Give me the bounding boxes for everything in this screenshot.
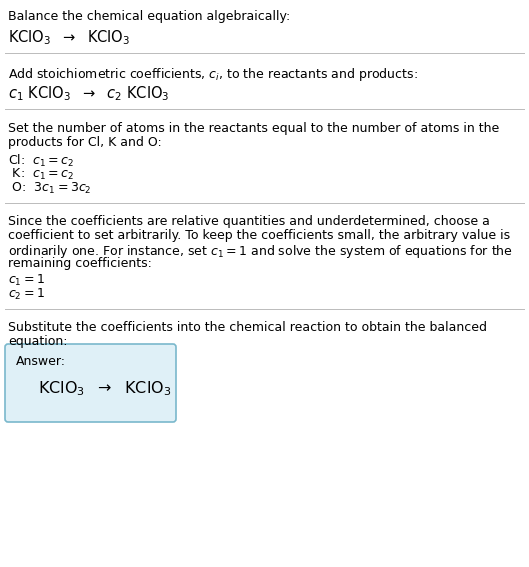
Text: ordinarily one. For instance, set $c_1 = 1$ and solve the system of equations fo: ordinarily one. For instance, set $c_1 =… <box>8 243 513 260</box>
Text: equation:: equation: <box>8 335 68 348</box>
Text: Since the coefficients are relative quantities and underdetermined, choose a: Since the coefficients are relative quan… <box>8 215 490 228</box>
Text: $c_1$ $\mathrm{KClO_3}$  $\rightarrow$  $c_2$ $\mathrm{KClO_3}$: $c_1$ $\mathrm{KClO_3}$ $\rightarrow$ $c… <box>8 84 169 103</box>
Text: Set the number of atoms in the reactants equal to the number of atoms in the: Set the number of atoms in the reactants… <box>8 122 499 135</box>
Text: O:  $3 c_1 = 3 c_2$: O: $3 c_1 = 3 c_2$ <box>8 181 92 196</box>
Text: $\mathrm{KClO_3}$  $\rightarrow$  $\mathrm{KClO_3}$: $\mathrm{KClO_3}$ $\rightarrow$ $\mathrm… <box>8 28 130 46</box>
Text: Answer:: Answer: <box>16 355 66 368</box>
Text: K:  $c_1 = c_2$: K: $c_1 = c_2$ <box>8 167 74 182</box>
Text: $c_1 = 1$: $c_1 = 1$ <box>8 273 45 288</box>
FancyBboxPatch shape <box>5 344 176 422</box>
Text: remaining coefficients:: remaining coefficients: <box>8 257 152 270</box>
Text: Substitute the coefficients into the chemical reaction to obtain the balanced: Substitute the coefficients into the che… <box>8 321 487 334</box>
Text: products for Cl, K and O:: products for Cl, K and O: <box>8 136 162 149</box>
Text: Add stoichiometric coefficients, $c_i$, to the reactants and products:: Add stoichiometric coefficients, $c_i$, … <box>8 66 418 83</box>
Text: Cl:  $c_1 = c_2$: Cl: $c_1 = c_2$ <box>8 153 74 169</box>
Text: $c_2 = 1$: $c_2 = 1$ <box>8 287 45 302</box>
Text: Balance the chemical equation algebraically:: Balance the chemical equation algebraica… <box>8 10 290 23</box>
Text: $\mathrm{KClO_3}$  $\rightarrow$  $\mathrm{KClO_3}$: $\mathrm{KClO_3}$ $\rightarrow$ $\mathrm… <box>38 379 171 397</box>
Text: coefficient to set arbitrarily. To keep the coefficients small, the arbitrary va: coefficient to set arbitrarily. To keep … <box>8 229 510 242</box>
